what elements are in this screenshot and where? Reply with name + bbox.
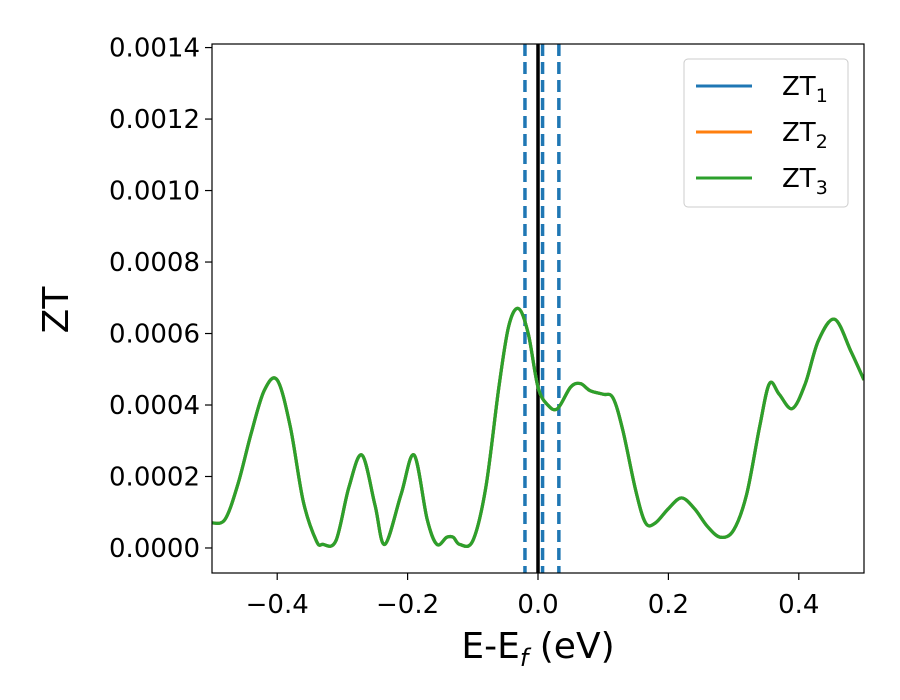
legend-box: [683, 58, 849, 208]
x-axis-ticks: −0.4 −0.2 0.0 0.2 0.4: [246, 573, 819, 620]
y-tick-label-6: 0.0012: [109, 105, 200, 135]
x-axis-label: E-Ef (eV): [461, 626, 614, 672]
legend-label-zt3: ZT3: [782, 164, 828, 199]
vertical-reference-lines: [523, 44, 561, 573]
x-axis-label-unit: (eV): [528, 626, 614, 667]
y-tick-label-0: 0.0000: [109, 534, 200, 564]
series-line-zt3: [212, 306, 864, 549]
y-tick-label-7: 0.0014: [109, 34, 200, 64]
x-axis-label-main: E-E: [461, 626, 519, 667]
y-tick-label-5: 0.0010: [109, 177, 200, 207]
y-tick-label-4: 0.0008: [109, 248, 200, 278]
legend: ZT1 ZT2 ZT3: [683, 58, 849, 208]
legend-label-zt1: ZT1: [782, 72, 828, 107]
y-tick-label-2: 0.0004: [109, 391, 200, 421]
series-layer: [212, 306, 864, 549]
x-tick-label-4: 0.4: [778, 590, 819, 620]
y-axis-ticks: 0.0000 0.0002 0.0004 0.0006 0.0008 0.0010 0.00…: [109, 34, 212, 564]
x-tick-label-1: −0.2: [376, 590, 439, 620]
x-tick-label-2: 0.0: [517, 590, 558, 620]
y-tick-label-3: 0.0006: [109, 320, 200, 350]
y-axis-label: ZT: [36, 286, 77, 334]
x-tick-label-0: −0.4: [246, 590, 309, 620]
legend-label-zt2: ZT2: [782, 118, 828, 153]
x-tick-label-3: 0.2: [648, 590, 689, 620]
y-tick-label-1: 0.0002: [109, 462, 200, 492]
